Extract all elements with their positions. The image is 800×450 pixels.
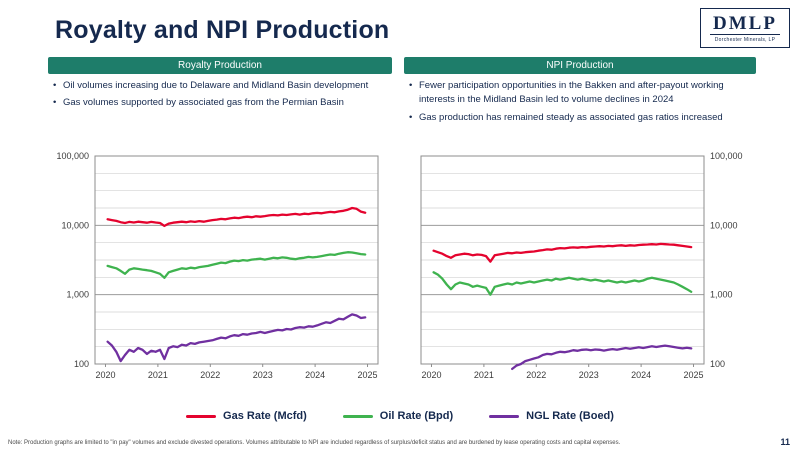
bullet-item: Oil volumes increasing due to Delaware a… — [52, 79, 384, 94]
npi-bullet-list: Fewer participation opportunities in the… — [408, 79, 756, 128]
svg-text:1,000: 1,000 — [710, 290, 733, 300]
svg-text:2020: 2020 — [95, 370, 115, 380]
logo-subtitle: Dorchester Minerals, LP — [714, 36, 776, 43]
svg-text:1,000: 1,000 — [66, 290, 89, 300]
svg-text:2020: 2020 — [421, 370, 441, 380]
logo-wordmark: DMLP — [710, 14, 780, 35]
royalty-production-chart: 2020 2021 2022 2023 2024 2025 100,000 10,000 1,0… — [48, 146, 383, 386]
oil-rate-line-swatch — [342, 414, 373, 418]
svg-text:100: 100 — [710, 359, 725, 369]
dmlp-logo: DMLP Dorchester Minerals, LP — [700, 8, 790, 48]
gas-rate-line-swatch — [186, 414, 217, 418]
legend-item-ngl-rate: NGL Rate (Boed) — [489, 410, 614, 422]
svg-text:2025: 2025 — [684, 370, 704, 380]
footnote: Note: Production graphs are limited to "… — [8, 440, 621, 446]
svg-text:2023: 2023 — [253, 370, 273, 380]
legend-item-gas-rate: Gas Rate (Mcfd) — [186, 410, 307, 422]
legend-label-gas-rate: Gas Rate (Mcfd) — [223, 410, 307, 422]
svg-text:2021: 2021 — [148, 370, 168, 380]
svg-text:100: 100 — [74, 359, 89, 369]
legend-label-oil-rate: Oil Rate (Bpd) — [379, 410, 454, 422]
bullet-item: Fewer participation opportunities in the… — [408, 79, 756, 108]
svg-text:2021: 2021 — [474, 370, 494, 380]
svg-text:2024: 2024 — [631, 370, 651, 380]
ngl-rate-line-swatch — [489, 414, 520, 418]
bullet-item: Gas volumes supported by associated gas … — [52, 96, 384, 111]
legend-label-ngl-rate: NGL Rate (Boed) — [526, 410, 614, 422]
page-number: 11 — [780, 437, 790, 447]
svg-text:10,000: 10,000 — [710, 220, 738, 230]
svg-text:10,000: 10,000 — [61, 220, 89, 230]
chart-legend: Gas Rate (Mcfd) Oil Rate (Bpd) NGL Rate … — [0, 410, 800, 422]
legend-item-oil-rate: Oil Rate (Bpd) — [342, 410, 454, 422]
svg-text:2022: 2022 — [200, 370, 220, 380]
svg-text:2025: 2025 — [358, 370, 378, 380]
svg-text:100,000: 100,000 — [710, 151, 743, 161]
svg-text:100,000: 100,000 — [56, 151, 89, 161]
npi-production-chart: 2020 2021 2022 2023 2024 2025 100,000 10,000 1,0… — [416, 146, 751, 386]
svg-text:2023: 2023 — [579, 370, 599, 380]
bullet-item: Gas production has remained steady as as… — [408, 111, 756, 126]
section-header-npi-production: NPI Production — [404, 57, 756, 74]
royalty-bullet-list: Oil volumes increasing due to Delaware a… — [52, 79, 384, 114]
page-title: Royalty and NPI Production — [55, 16, 390, 44]
svg-text:2024: 2024 — [305, 370, 325, 380]
svg-text:2022: 2022 — [526, 370, 546, 380]
section-header-royalty-production: Royalty Production — [48, 57, 392, 74]
